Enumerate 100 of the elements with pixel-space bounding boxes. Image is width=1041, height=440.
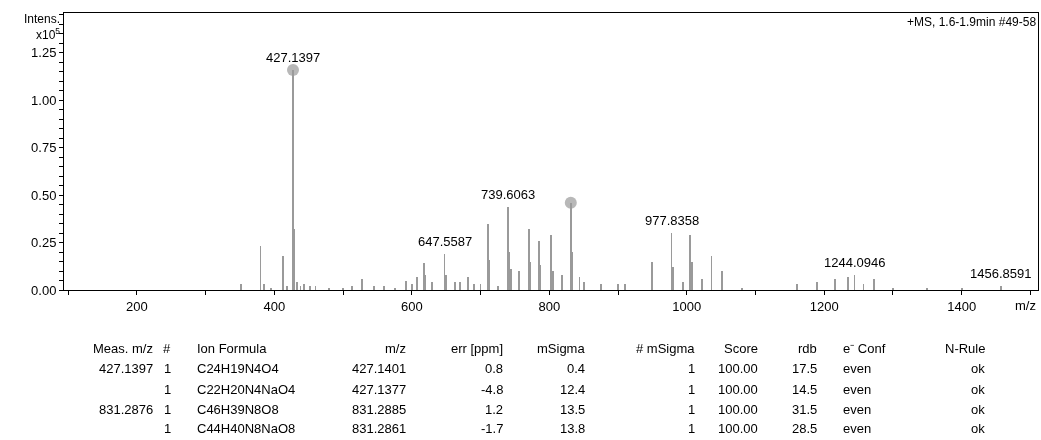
text: # mSigma <box>636 341 696 356</box>
text: 17.5 <box>792 361 818 376</box>
bar <box>561 275 563 290</box>
text: -4.8 <box>481 382 504 397</box>
text: ok <box>971 421 986 436</box>
annotation: 739.6063 <box>481 187 536 202</box>
text: 100.00 <box>718 382 758 397</box>
text: rdb <box>798 341 817 356</box>
text: even <box>843 402 872 417</box>
y-tick-label: 0.25 <box>31 235 57 251</box>
annotation: 977.8358 <box>645 213 700 228</box>
bar <box>240 284 242 290</box>
bar <box>847 277 849 290</box>
bar <box>282 256 284 290</box>
text: ok <box>971 402 986 417</box>
x-axis-title: m/z <box>1015 298 1036 313</box>
text: 1 <box>688 361 696 376</box>
bar <box>383 286 385 290</box>
text: 427.1377 <box>352 382 407 397</box>
text: 31.5 <box>792 402 818 417</box>
text: 1 <box>164 382 172 397</box>
text: 1 <box>688 382 696 397</box>
bar <box>454 282 456 290</box>
bar <box>624 284 626 290</box>
bar <box>487 224 489 290</box>
bar <box>309 286 311 290</box>
text: Score <box>724 341 758 356</box>
bar <box>651 262 653 290</box>
text: 1 <box>688 421 696 436</box>
y-tick-label: 1.25 <box>31 45 57 61</box>
bar <box>701 279 703 290</box>
text: 427.1397 <box>99 361 154 376</box>
text: C46H39N8O8 <box>197 402 279 417</box>
text: C22H20N4NaO4 <box>197 382 296 397</box>
bar <box>497 286 499 290</box>
bar <box>351 286 353 290</box>
text: ok <box>971 361 986 376</box>
bar <box>834 279 836 290</box>
text: 1 <box>164 361 172 376</box>
bar <box>689 235 691 290</box>
bar <box>583 282 585 290</box>
bar <box>600 284 602 290</box>
text: Meas. m/z <box>93 341 153 356</box>
bar <box>550 235 552 290</box>
x-tick-label: 600 <box>400 298 423 314</box>
annotation: 427.1397 <box>266 50 321 65</box>
bar <box>423 263 425 290</box>
text: Ion Formula <box>197 341 268 356</box>
text: 0.4 <box>567 361 586 376</box>
bar <box>467 277 469 290</box>
text: C24H19N4O4 <box>197 361 279 376</box>
y-tick-label: 0.50 <box>31 187 57 203</box>
x-tick-label: 1200 <box>809 298 839 314</box>
bar <box>373 286 375 290</box>
annotation: 1456.8591 <box>970 266 1032 281</box>
bar <box>518 271 520 290</box>
text: 1 <box>164 402 172 417</box>
bar <box>411 284 413 290</box>
bar <box>1000 286 1002 290</box>
bar <box>682 282 684 290</box>
text: 1 <box>164 421 172 436</box>
bar <box>286 286 288 290</box>
y-tick-label: 1.00 <box>31 92 57 108</box>
y-axis-title: Intens. x10$^{5}$ <box>24 12 61 42</box>
text: 831.2876 <box>99 402 154 417</box>
bar <box>796 284 798 290</box>
y-tick-label: 0.75 <box>31 140 57 156</box>
text: ok <box>971 382 986 397</box>
text: 0.8 <box>485 361 504 376</box>
x-tick-label: 800 <box>538 298 561 314</box>
text: 13.8 <box>560 421 586 436</box>
bar <box>473 284 475 290</box>
bar <box>303 284 305 290</box>
x-tick-label: 1400 <box>947 298 977 314</box>
x-tick-label: 400 <box>263 298 286 314</box>
bar <box>459 282 461 290</box>
text: 1.2 <box>485 402 504 417</box>
text: -1.7 <box>481 421 504 436</box>
bar <box>431 282 433 290</box>
bar <box>416 277 418 290</box>
annotation: 647.5587 <box>418 234 473 249</box>
bar <box>263 284 265 290</box>
bar <box>617 284 619 290</box>
text: 12.4 <box>560 382 586 397</box>
text: 831.2861 <box>352 421 407 436</box>
text: 427.1401 <box>352 361 407 376</box>
text: even <box>843 421 872 436</box>
text: 100.00 <box>718 421 758 436</box>
text: N-Rule <box>945 341 986 356</box>
text: m/z <box>385 341 406 356</box>
bar <box>816 282 818 290</box>
bar <box>405 281 407 290</box>
text: err [ppm] <box>451 341 504 356</box>
bar <box>873 279 875 290</box>
annotation: 1244.0946 <box>824 255 886 270</box>
text: 14.5 <box>792 382 818 397</box>
y-tick-label: 0.00 <box>31 282 57 298</box>
text: 100.00 <box>718 361 758 376</box>
text: # <box>163 341 171 356</box>
text: 28.5 <box>792 421 818 436</box>
